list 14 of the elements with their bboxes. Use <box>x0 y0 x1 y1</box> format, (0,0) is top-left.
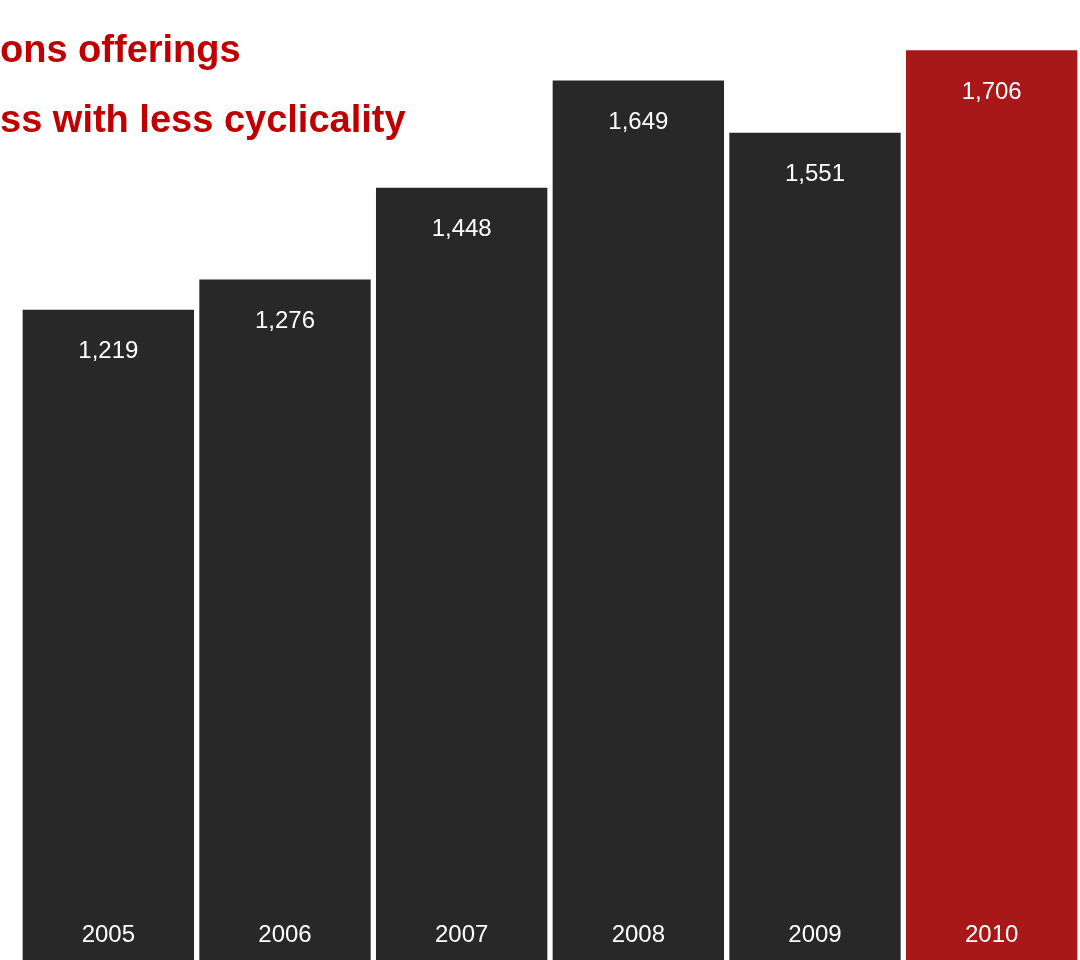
x-tick-label: 2009 <box>788 919 842 947</box>
data-label: 1,649 <box>608 107 669 135</box>
chart-title: ons offerings <box>0 27 242 72</box>
x-tick-label: 2007 <box>434 919 489 947</box>
x-tick-label: 2005 <box>81 919 136 947</box>
data-label: 1,276 <box>254 306 316 334</box>
data-label: 1,448 <box>431 214 492 242</box>
text: ss with less cyclicality <box>0 97 406 142</box>
data-label: 1,219 <box>78 336 139 364</box>
data-label: 1,706 <box>961 76 1022 104</box>
x-tick-label: 2006 <box>258 919 312 947</box>
x-tick-label: 2008 <box>611 919 666 947</box>
data-label: 1,551 <box>784 159 846 187</box>
x-tick-label: 2010 <box>964 919 1019 947</box>
